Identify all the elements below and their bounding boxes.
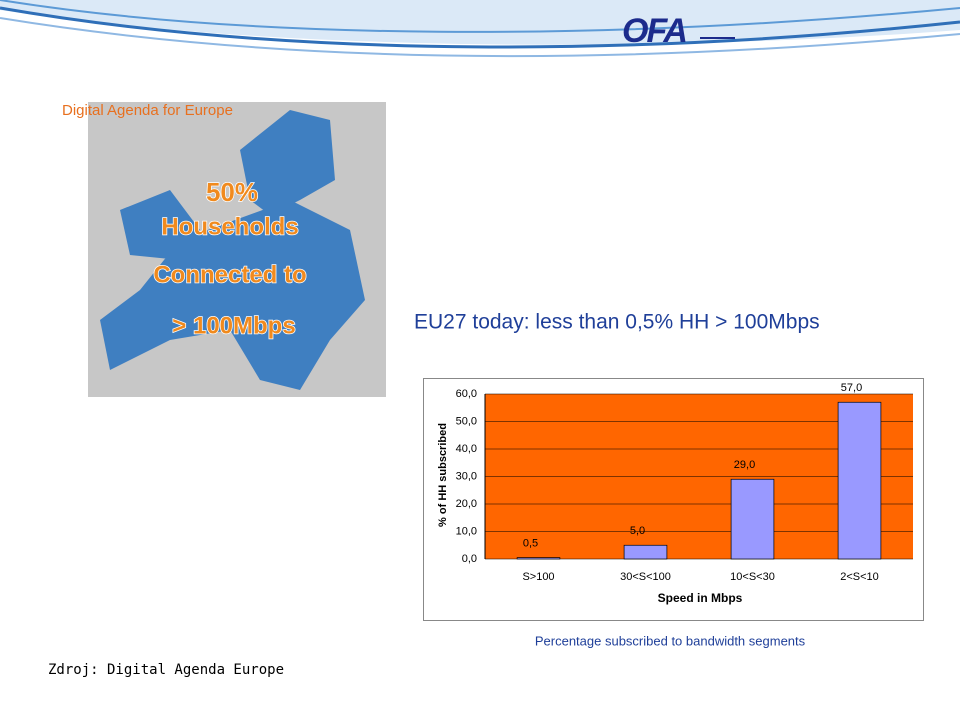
x-axis-label: Speed in Mbps — [658, 591, 743, 605]
map-overlay: 50% — [206, 177, 258, 207]
headline: EU27 today: less than 0,5% HH > 100Mbps — [414, 311, 820, 334]
header-swoosh — [0, 0, 960, 45]
data-label: 29,0 — [734, 459, 755, 471]
data-label: 0,5 — [523, 538, 538, 550]
y-tick-label: 30,0 — [456, 470, 477, 482]
bar — [837, 401, 882, 560]
header-line — [0, 6, 960, 49]
source: Zdroj: Digital Agenda Europe — [48, 662, 284, 678]
map-caption: Digital Agenda for Europe — [62, 102, 233, 119]
y-tick-label: 60,0 — [456, 388, 477, 400]
y-tick-label: 20,0 — [456, 498, 477, 510]
chart-caption: Percentage subscribed to bandwidth segme… — [535, 633, 806, 648]
logo: OFA — [622, 12, 686, 50]
y-tick-label: 0,0 — [462, 553, 477, 565]
data-label: 5,0 — [630, 525, 645, 537]
x-tick-label: 2<S<10 — [840, 571, 879, 583]
map-overlay: Households — [161, 213, 298, 240]
header-line — [0, 17, 960, 58]
y-axis-label: % of HH subscribed — [437, 423, 449, 527]
map-eu — [100, 110, 365, 390]
map-overlay: > 100Mbps — [172, 312, 295, 339]
bar — [730, 478, 775, 560]
y-tick-label: 40,0 — [456, 443, 477, 455]
y-tick-label: 50,0 — [456, 415, 477, 427]
x-tick-label: S>100 — [522, 571, 554, 583]
x-tick-label: 30<S<100 — [620, 571, 671, 583]
bar — [623, 544, 668, 560]
data-label: 57,0 — [841, 382, 862, 394]
bar — [516, 557, 561, 560]
x-tick-label: 10<S<30 — [730, 571, 775, 583]
map-overlay: Connected to — [153, 261, 306, 288]
header-line — [0, 0, 960, 33]
y-tick-label: 10,0 — [456, 525, 477, 537]
